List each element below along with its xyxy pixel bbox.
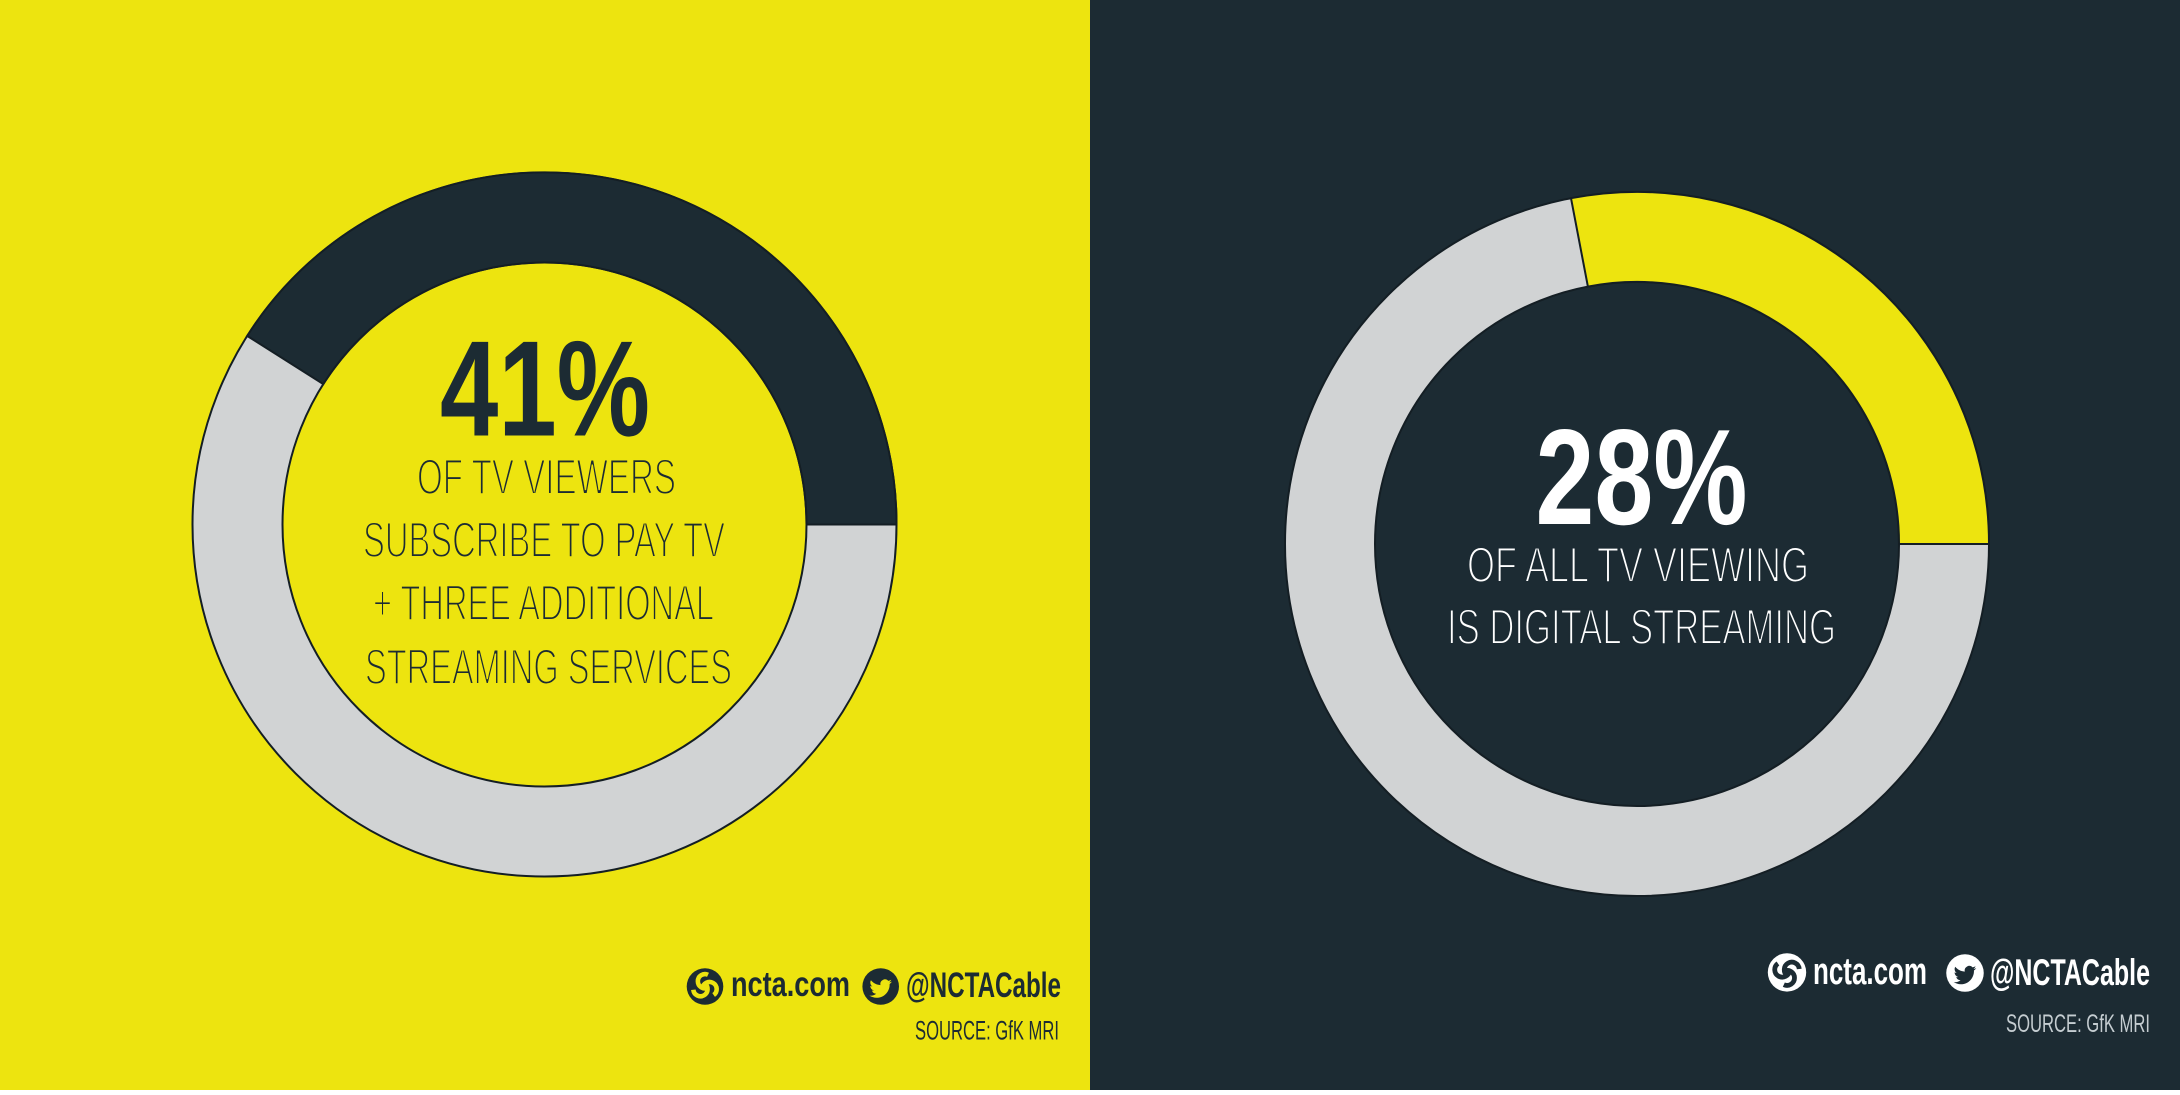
svg-text:SUBSCRIBE TO PAY TV: SUBSCRIBE TO PAY TV <box>363 512 725 568</box>
svg-text:OF ALL TV VIEWING: OF ALL TV VIEWING <box>1467 537 1809 593</box>
svg-text:SOURCE: GfK MRI: SOURCE: GfK MRI <box>2006 1010 2150 1038</box>
svg-text:OF TV VIEWERS: OF TV VIEWERS <box>417 449 676 505</box>
svg-text:@NCTACable: @NCTACable <box>1990 952 2150 993</box>
svg-text:ncta.com: ncta.com <box>1813 951 1927 993</box>
svg-text:IS DIGITAL STREAMING: IS DIGITAL STREAMING <box>1447 599 1836 655</box>
svg-text:+ THREE ADDITIONAL: + THREE ADDITIONAL <box>373 575 714 631</box>
svg-text:41%: 41% <box>440 313 650 465</box>
svg-text:STREAMING SERVICES: STREAMING SERVICES <box>365 639 732 695</box>
svg-text:@NCTACable: @NCTACable <box>906 966 1061 1005</box>
svg-text:ncta.com: ncta.com <box>731 965 850 1004</box>
svg-text:28%: 28% <box>1536 401 1748 553</box>
svg-text:SOURCE: GfK MRI: SOURCE: GfK MRI <box>915 1016 1059 1046</box>
